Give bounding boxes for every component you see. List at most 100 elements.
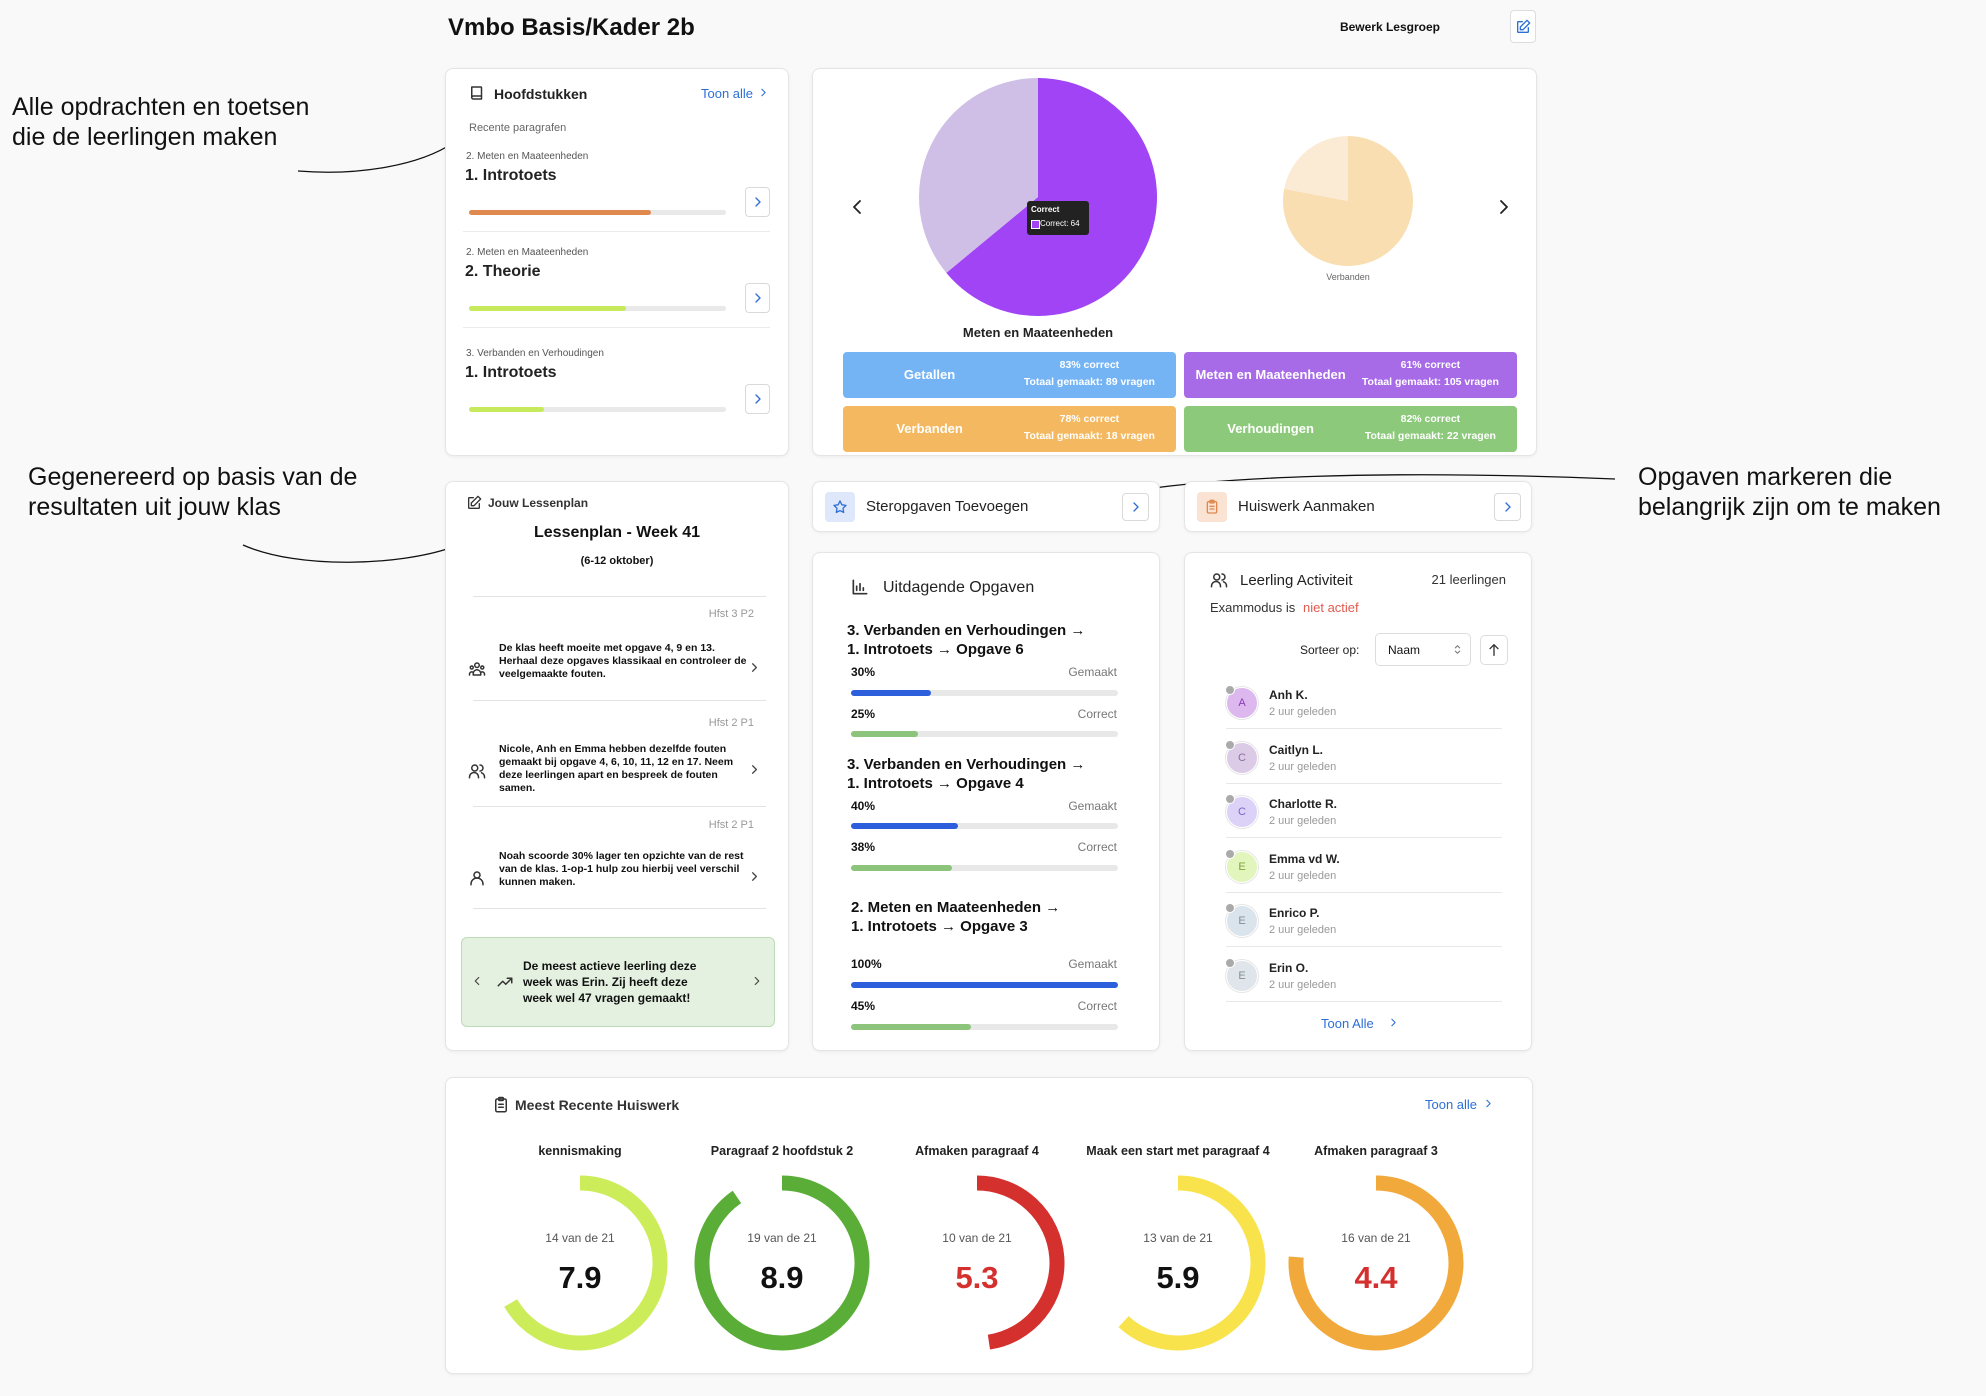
- exam-label: Exammodus is: [1210, 600, 1296, 615]
- paragraph-name: 1. Introtoets: [465, 364, 557, 381]
- plan-item-icon: [468, 660, 486, 678]
- subject-box[interactable]: Getallen 83% correct Totaal gemaakt: 89 vr…: [843, 352, 1176, 398]
- chevron-button[interactable]: [745, 187, 770, 217]
- icon-svg: [1489, 644, 1499, 656]
- subject-total: Totaal gemaakt: 89 vragen: [1023, 376, 1155, 388]
- icon-svg: [1132, 502, 1139, 512]
- pie-label: Verbanden: [1326, 272, 1370, 282]
- progress-bar: [469, 306, 626, 311]
- bar-track: [851, 690, 1118, 696]
- sort-select[interactable]: Naam: [1375, 633, 1471, 666]
- made-label: 10 van de 21: [942, 1231, 1012, 1245]
- book-icon: [468, 84, 486, 102]
- icon-svg: [495, 1096, 507, 1113]
- progress-track: [469, 306, 726, 311]
- chevron-icon[interactable]: [747, 660, 762, 675]
- icon-shape: [1132, 502, 1139, 512]
- subject-correct: 78% correct: [1059, 413, 1120, 425]
- highlight-text: De meest actieve leerling deze week was …: [523, 959, 697, 1005]
- icon-shape: [468, 669, 486, 676]
- bar-track: [851, 865, 1118, 871]
- tooltip-title: Correct: [1031, 205, 1060, 214]
- progress-bar: [469, 407, 544, 412]
- status-dot: [1225, 957, 1235, 968]
- icon-shape: [480, 665, 485, 670]
- chevron-icon[interactable]: [747, 869, 762, 884]
- edit-button[interactable]: [1510, 10, 1536, 43]
- icon-shape: [1213, 573, 1221, 581]
- student-name: Erin O.: [1269, 960, 1309, 975]
- progress-ring: [504, 1175, 668, 1351]
- made-label: 16 van de 21: [1341, 1231, 1411, 1245]
- chevron-button[interactable]: [1494, 493, 1521, 521]
- subject-box[interactable]: Meten en Maateenheden 61% correct Totaal g…: [1184, 352, 1517, 398]
- icon-shape: [1517, 21, 1529, 33]
- action-card[interactable]: Huiswerk Aanmaken: [1184, 481, 1532, 532]
- separator: [1226, 837, 1502, 838]
- show-all-link[interactable]: Toon Alle: [1321, 1016, 1374, 1031]
- icon-svg: [752, 765, 757, 774]
- icon-shape: [1221, 573, 1228, 588]
- chevron-button[interactable]: [1122, 493, 1149, 521]
- chevron-button[interactable]: [745, 283, 770, 313]
- show-all-link[interactable]: Toon alle: [1425, 1097, 1478, 1112]
- progress-ring: [694, 1175, 870, 1351]
- students-card: Leerling Activiteit 21 leerlingen Exammodu…: [1184, 552, 1532, 1051]
- avatar-initial: E: [1238, 969, 1246, 982]
- icon-shape: [1209, 499, 1215, 504]
- score: 4.4: [1354, 1260, 1398, 1295]
- plan-tag: Hfst 2 P1: [708, 819, 754, 831]
- previous-arrow[interactable]: [845, 195, 869, 219]
- annotation-line: [297, 142, 454, 173]
- subject-box[interactable]: Verhoudingen 82% correct Totaal gemaakt: 2…: [1184, 406, 1517, 452]
- icon-shape: [498, 1096, 504, 1102]
- avatar-initial: E: [1238, 915, 1246, 927]
- users-icon: [1210, 571, 1228, 589]
- edit-label[interactable]: Bewerk Lesgroep: [1339, 20, 1440, 34]
- chevron-icon: [1128, 499, 1144, 515]
- percent-label: 100%: [851, 957, 882, 971]
- action-icon-box: [1197, 492, 1227, 522]
- student-name: Emma vd W.: [1269, 851, 1340, 866]
- tooltip: Correct Correct: 64: [1027, 201, 1089, 235]
- icon-svg: [1391, 1018, 1396, 1027]
- icon-shape: [1209, 505, 1215, 510]
- arrow-up-icon: [1486, 642, 1502, 658]
- edit-icon: [1515, 19, 1531, 35]
- made-label: 19 van de 21: [747, 1231, 817, 1245]
- icon-shape: [855, 582, 865, 592]
- chevron-icon: [750, 290, 766, 306]
- icon-shape: [470, 877, 484, 886]
- chevron-button[interactable]: [745, 384, 770, 414]
- student-name: Charlotte R.: [1269, 797, 1338, 811]
- card-title: Leerling Activiteit: [1240, 572, 1353, 589]
- pie-svg: [919, 78, 1413, 316]
- chevron-left[interactable]: [470, 974, 484, 988]
- annotation: Alle opdrachten en toetsen die de leerli…: [12, 93, 310, 151]
- separator: [1226, 946, 1502, 947]
- bar-track: [851, 982, 1118, 988]
- sort-direction-button[interactable]: [1480, 635, 1508, 665]
- plan-icon: [466, 495, 482, 511]
- subject-box[interactable]: Verbanden 78% correct Totaal gemaakt: 18 v…: [843, 406, 1176, 452]
- select-icon: [1451, 643, 1464, 656]
- progress-ring: [1288, 1175, 1464, 1351]
- challenging-card: Uitdagende Opgaven 3. Verbanden en Verhou…: [812, 552, 1160, 1051]
- chevron-right[interactable]: [750, 974, 764, 988]
- action-label: Huiswerk Aanmaken: [1238, 498, 1375, 515]
- icon-svg: [471, 86, 483, 100]
- exercise-name: 3. Verbanden en Verhoudingen → 1. Introt…: [847, 622, 1086, 658]
- show-all-link[interactable]: Toon alle: [701, 86, 754, 101]
- separator: [1226, 1000, 1502, 1002]
- percent-label: 40%: [851, 799, 876, 813]
- action-card[interactable]: Steropgaven Toevoegen: [812, 481, 1160, 532]
- next-arrow[interactable]: [1492, 195, 1516, 219]
- pie-slice: [946, 78, 1157, 316]
- student-time: 2 uur geleden: [1269, 978, 1337, 991]
- plan-header: Jouw Lessenplan: [488, 496, 589, 510]
- chevron-icon[interactable]: [747, 762, 762, 777]
- icon-svg: [853, 200, 861, 214]
- icon-shape: [754, 976, 760, 986]
- avatar-initial: C: [1238, 751, 1246, 764]
